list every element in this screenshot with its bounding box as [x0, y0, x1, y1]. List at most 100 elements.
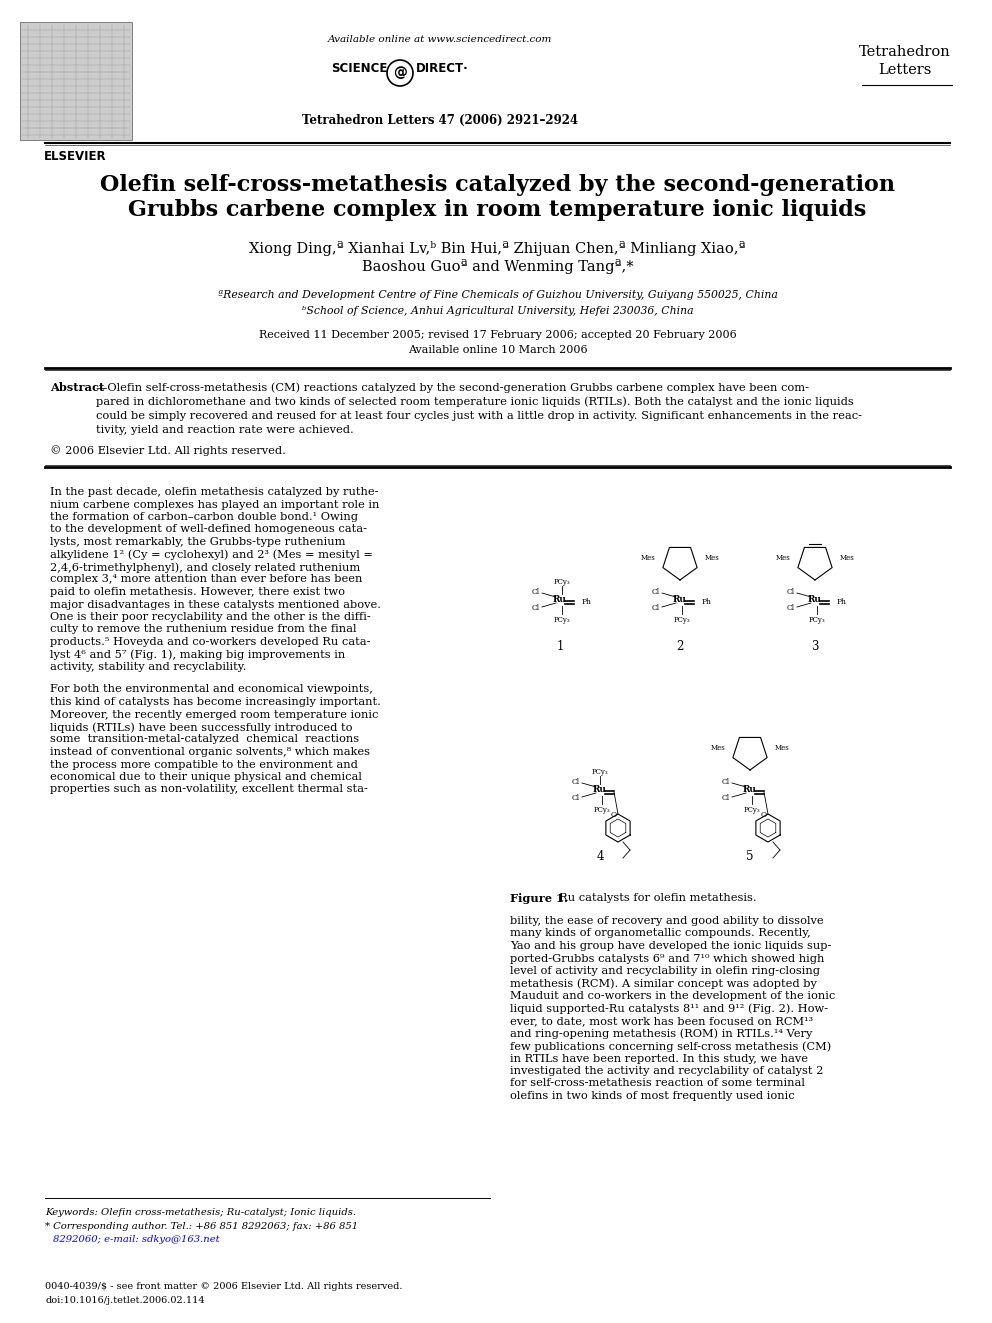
Text: Mes: Mes [839, 554, 854, 562]
Text: complex 3,⁴ more attention than ever before has been: complex 3,⁴ more attention than ever bef… [50, 574, 362, 585]
Text: to the development of well-defined homogeneous cata-: to the development of well-defined homog… [50, 524, 367, 534]
Text: Available online at www.sciencedirect.com: Available online at www.sciencedirect.co… [327, 34, 553, 44]
Text: this kind of catalysts has become increasingly important.: this kind of catalysts has become increa… [50, 697, 381, 706]
Text: For both the environmental and economical viewpoints,: For both the environmental and economica… [50, 684, 373, 695]
Text: Grubbs carbene complex in room temperature ionic liquids: Grubbs carbene complex in room temperatu… [128, 198, 867, 221]
Text: Ru: Ru [673, 595, 686, 605]
Text: PCy₃: PCy₃ [554, 617, 570, 624]
Text: PCy₃: PCy₃ [674, 617, 690, 624]
Text: many kinds of organometallic compounds. Recently,: many kinds of organometallic compounds. … [510, 929, 810, 938]
Text: properties such as non-volatility, excellent thermal sta-: properties such as non-volatility, excel… [50, 785, 368, 795]
Text: lyst 4⁶ and 5⁷ (Fig. 1), making big improvements in: lyst 4⁶ and 5⁷ (Fig. 1), making big impr… [50, 650, 345, 660]
Text: Ph: Ph [582, 598, 592, 606]
Text: PCy₃: PCy₃ [808, 617, 825, 624]
Text: doi:10.1016/j.tetlet.2006.02.114: doi:10.1016/j.tetlet.2006.02.114 [45, 1297, 204, 1304]
Text: Available online 10 March 2006: Available online 10 March 2006 [408, 345, 587, 355]
Text: Ru: Ru [554, 595, 567, 605]
Text: 1: 1 [557, 640, 563, 654]
Text: SCIENCE: SCIENCE [331, 61, 388, 74]
Text: paid to olefin metathesis. However, there exist two: paid to olefin metathesis. However, ther… [50, 587, 345, 597]
Text: Received 11 December 2005; revised 17 February 2006; accepted 20 February 2006: Received 11 December 2005; revised 17 Fe… [259, 329, 736, 340]
Text: Mes: Mes [776, 554, 791, 562]
Text: Cl: Cl [787, 587, 795, 595]
Text: Yao and his group have developed the ionic liquids sup-: Yao and his group have developed the ion… [510, 941, 831, 951]
Text: Letters: Letters [878, 64, 931, 77]
Text: Ph: Ph [702, 598, 712, 606]
Text: Cl: Cl [722, 778, 730, 786]
Text: in RTILs have been reported. In this study, we have: in RTILs have been reported. In this stu… [510, 1053, 808, 1064]
Text: Cl: Cl [532, 587, 540, 595]
Text: lysts, most remarkably, the Grubbs-type ruthenium: lysts, most remarkably, the Grubbs-type … [50, 537, 345, 546]
Text: major disadvantages in these catalysts mentioned above.: major disadvantages in these catalysts m… [50, 599, 381, 610]
Text: bility, the ease of recovery and good ability to dissolve: bility, the ease of recovery and good ab… [510, 916, 823, 926]
Text: ported-Grubbs catalysts 6⁹ and 7¹⁰ which showed high: ported-Grubbs catalysts 6⁹ and 7¹⁰ which… [510, 954, 824, 963]
Text: ever, to date, most work has been focused on RCM¹³: ever, to date, most work has been focuse… [510, 1016, 813, 1027]
Text: 2,4,6-trimethylphenyl), and closely related ruthenium: 2,4,6-trimethylphenyl), and closely rela… [50, 562, 360, 573]
Text: culty to remove the ruthenium residue from the final: culty to remove the ruthenium residue fr… [50, 624, 356, 635]
Text: O: O [611, 811, 617, 819]
Text: Ru: Ru [743, 786, 757, 795]
Text: Mauduit and co-workers in the development of the ionic: Mauduit and co-workers in the developmen… [510, 991, 835, 1002]
Text: Moreover, the recently emerged room temperature ionic: Moreover, the recently emerged room temp… [50, 709, 378, 720]
Text: O: O [761, 811, 767, 819]
Text: instead of conventional organic solvents,⁸ which makes: instead of conventional organic solvents… [50, 747, 370, 757]
Text: Cl: Cl [532, 605, 540, 613]
Text: liquids (RTILs) have been successfully introduced to: liquids (RTILs) have been successfully i… [50, 722, 352, 733]
Text: the formation of carbon–carbon double bond.¹ Owing: the formation of carbon–carbon double bo… [50, 512, 358, 523]
Text: the process more compatible to the environment and: the process more compatible to the envir… [50, 759, 358, 770]
Text: Keywords: Olefin cross-metathesis; Ru-catalyst; Ionic liquids.: Keywords: Olefin cross-metathesis; Ru-ca… [45, 1208, 356, 1217]
Text: 2: 2 [677, 640, 683, 654]
Text: and ring-opening metathesis (ROM) in RTILs.¹⁴ Very: and ring-opening metathesis (ROM) in RTI… [510, 1028, 812, 1039]
Text: some  transition-metal-catalyzed  chemical  reactions: some transition-metal-catalyzed chemical… [50, 734, 359, 745]
Text: economical due to their unique physical and chemical: economical due to their unique physical … [50, 773, 362, 782]
Text: PCy₃: PCy₃ [554, 578, 570, 586]
Text: Abstract: Abstract [50, 382, 104, 393]
Text: Ph: Ph [837, 598, 847, 606]
Text: ᵇSchool of Science, Anhui Agricultural University, Hefei 230036, China: ᵇSchool of Science, Anhui Agricultural U… [302, 306, 693, 316]
Text: Cl: Cl [571, 778, 580, 786]
Text: PCy₃: PCy₃ [593, 806, 610, 814]
Text: investigated the activity and recyclability of catalyst 2: investigated the activity and recyclabil… [510, 1066, 823, 1076]
Text: Olefin self-cross-metathesis catalyzed by the second-generation: Olefin self-cross-metathesis catalyzed b… [100, 175, 895, 196]
Text: Tetrahedron Letters 47 (2006) 2921–2924: Tetrahedron Letters 47 (2006) 2921–2924 [302, 114, 578, 127]
Text: Tetrahedron: Tetrahedron [859, 45, 951, 60]
Text: One is their poor recyclability and the other is the diffi-: One is their poor recyclability and the … [50, 613, 371, 622]
Text: Mes: Mes [710, 744, 725, 751]
Text: Figure 1.: Figure 1. [510, 893, 567, 904]
Text: 8292060; e-mail: sdkyo@163.net: 8292060; e-mail: sdkyo@163.net [53, 1234, 219, 1244]
Text: Cl: Cl [571, 794, 580, 802]
Text: PCy₃: PCy₃ [744, 806, 760, 814]
Text: Ru: Ru [593, 786, 607, 795]
Text: metathesis (RCM). A similar concept was adopted by: metathesis (RCM). A similar concept was … [510, 979, 816, 990]
Text: Mes: Mes [704, 554, 719, 562]
Text: ELSEVIER: ELSEVIER [44, 149, 106, 163]
Bar [20, 22, 132, 140]
Text: 0040-4039/$ - see front matter © 2006 Elsevier Ltd. All rights reserved.: 0040-4039/$ - see front matter © 2006 El… [45, 1282, 403, 1291]
Text: —Olefin self-cross-metathesis (CM) reactions catalyzed by the second-generation : —Olefin self-cross-metathesis (CM) react… [96, 382, 862, 435]
Text: DIRECT·: DIRECT· [416, 61, 469, 74]
Text: PCy₃: PCy₃ [591, 767, 608, 777]
Text: In the past decade, olefin metathesis catalyzed by ruthe-: In the past decade, olefin metathesis ca… [50, 487, 379, 497]
Text: Cl: Cl [652, 605, 660, 613]
Text: liquid supported-Ru catalysts 8¹¹ and 9¹² (Fig. 2). How-: liquid supported-Ru catalysts 8¹¹ and 9¹… [510, 1004, 828, 1013]
Text: Baoshou Guoª and Wenming Tangª,*: Baoshou Guoª and Wenming Tangª,* [362, 259, 633, 274]
Text: ªResearch and Development Centre of Fine Chemicals of Guizhou University, Guiyan: ªResearch and Development Centre of Fine… [217, 290, 778, 300]
Text: Ru catalysts for olefin metathesis.: Ru catalysts for olefin metathesis. [552, 893, 757, 904]
Text: Mes: Mes [775, 744, 790, 751]
Text: Cl: Cl [722, 794, 730, 802]
Text: 4: 4 [596, 849, 604, 863]
Text: nium carbene complexes has played an important role in: nium carbene complexes has played an imp… [50, 500, 379, 509]
Text: Cl: Cl [652, 587, 660, 595]
Text: for self-cross-metathesis reaction of some terminal: for self-cross-metathesis reaction of so… [510, 1078, 805, 1089]
Text: 5: 5 [746, 849, 754, 863]
Text: Ru: Ru [808, 595, 822, 605]
Text: alkylidene 1² (Cy = cyclohexyl) and 2³ (Mes = mesityl =: alkylidene 1² (Cy = cyclohexyl) and 2³ (… [50, 549, 373, 560]
Text: activity, stability and recyclability.: activity, stability and recyclability. [50, 662, 246, 672]
Text: Xiong Ding,ª Xianhai Lv,ᵇ Bin Hui,ª Zhijuan Chen,ª Minliang Xiao,ª: Xiong Ding,ª Xianhai Lv,ᵇ Bin Hui,ª Zhij… [249, 241, 746, 255]
Text: level of activity and recyclability in olefin ring-closing: level of activity and recyclability in o… [510, 966, 820, 976]
Text: products.⁵ Hoveyda and co-workers developed Ru cata-: products.⁵ Hoveyda and co-workers develo… [50, 636, 370, 647]
Text: © 2006 Elsevier Ltd. All rights reserved.: © 2006 Elsevier Ltd. All rights reserved… [50, 445, 286, 456]
Text: @: @ [393, 66, 407, 79]
Text: * Corresponding author. Tel.: +86 851 8292063; fax: +86 851: * Corresponding author. Tel.: +86 851 82… [45, 1222, 358, 1230]
Text: Mes: Mes [641, 554, 656, 562]
